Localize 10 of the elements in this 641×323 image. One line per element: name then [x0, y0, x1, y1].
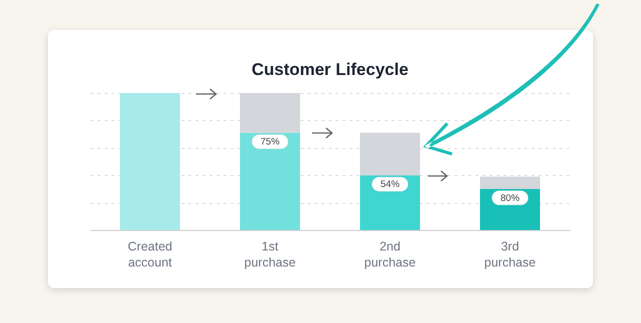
chart-title: Customer Lifecycle [252, 60, 408, 79]
bar [240, 132, 300, 230]
x-tick-label: 3rd purchase [484, 240, 536, 270]
bar [120, 93, 180, 230]
x-tick-label: 2nd purchase [364, 240, 416, 270]
x-tick-label: Created account [128, 240, 172, 270]
annotation: 80% [500, 192, 520, 204]
annotation: 75% [260, 136, 280, 148]
annotation: 54% [380, 179, 400, 190]
x-tick-label: 1st purchase [244, 240, 296, 270]
